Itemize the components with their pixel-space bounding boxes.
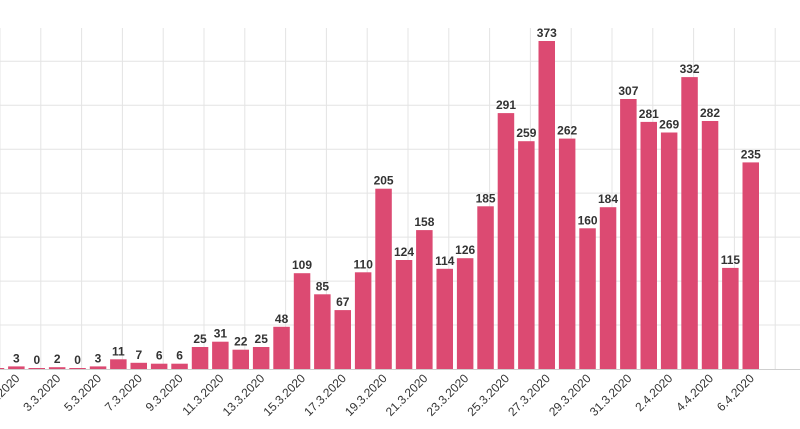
- bar-value-label: 11: [112, 344, 125, 358]
- bar-14.3.2020: [273, 326, 290, 369]
- bar-8.3.2020: [150, 363, 168, 369]
- x-tick-label: 27.3.2020: [505, 371, 553, 419]
- bar-29.2.2020: [0, 368, 5, 369]
- bar-value-label: 25: [255, 332, 269, 346]
- bar-value-label: 48: [275, 312, 289, 326]
- bar-2.3.2020: [28, 368, 45, 369]
- bar-22.3.2020: [436, 268, 453, 369]
- bar-28.3.2020: [558, 138, 576, 369]
- bar-3.4.2020: [681, 77, 698, 369]
- bar-value-label: 259: [516, 126, 536, 140]
- bar-value-label: 2: [54, 352, 61, 366]
- x-tick-label: 3.3.2020: [20, 371, 63, 414]
- bar-value-label: 205: [374, 174, 394, 188]
- x-tick-label: 25.3.2020: [464, 371, 512, 419]
- bar-6.3.2020: [110, 359, 127, 369]
- bar-value-label: 184: [598, 192, 618, 206]
- bar-27.3.2020: [538, 41, 555, 369]
- bar-30.3.2020: [599, 207, 617, 369]
- x-tick-label: 17.3.2020: [301, 371, 349, 419]
- bar-11.3.2020: [212, 341, 229, 369]
- bar-24.3.2020: [477, 206, 494, 369]
- bar-value-label: 160: [578, 213, 598, 227]
- x-tick-label: 19.3.2020: [342, 371, 390, 419]
- bar-value-label: 262: [557, 124, 577, 138]
- bar-20.3.2020: [395, 260, 413, 369]
- bar-value-label: 31: [214, 327, 228, 341]
- x-tick-label: 29.3.2020: [546, 371, 594, 419]
- bar-value-label: 291: [496, 98, 516, 112]
- bar-value-label: 281: [639, 107, 659, 121]
- x-tick-label: 4.4.2020: [673, 371, 716, 414]
- bar-value-label: 373: [537, 26, 557, 40]
- bar-value-label: 158: [414, 215, 434, 229]
- bar-value-label: 114: [435, 254, 455, 268]
- bar-7.3.2020: [130, 362, 147, 369]
- bar-29.3.2020: [579, 228, 596, 369]
- bar-value-label: 3: [13, 351, 20, 365]
- bar-value-label: 115: [721, 253, 741, 267]
- bar-value-label: 235: [741, 147, 761, 161]
- bar-1.3.2020: [8, 366, 25, 369]
- bar-value-label: 6: [176, 349, 183, 363]
- x-tick-label: 15.3.2020: [260, 371, 308, 419]
- bar-15.3.2020: [293, 273, 311, 369]
- bar-value-label: 269: [659, 118, 679, 132]
- bar-23.3.2020: [456, 258, 474, 369]
- bar-5.3.2020: [89, 366, 107, 369]
- x-tick-label: 21.3.2020: [383, 371, 431, 419]
- x-tick-label: 23.3.2020: [424, 371, 472, 419]
- bar-1.4.2020: [640, 121, 657, 370]
- x-tick-label: 1.3.2020: [0, 371, 23, 414]
- bar-26.3.2020: [518, 141, 535, 369]
- bar-value-label: 307: [618, 84, 638, 98]
- x-tick-label: 31.3.2020: [587, 371, 635, 419]
- bar-value-label: 3: [95, 351, 102, 365]
- bar-value-label: 0: [74, 353, 81, 367]
- bar-value-label: 332: [680, 62, 700, 76]
- bar-31.3.2020: [620, 99, 637, 369]
- bar-21.3.2020: [416, 230, 433, 369]
- bar-4.3.2020: [69, 368, 86, 369]
- bar-value-label: 85: [316, 279, 330, 293]
- x-tick-label: 5.3.2020: [61, 371, 104, 414]
- x-axis-tick-labels: 1.3.20203.3.20205.3.20207.3.20209.3.2020…: [0, 371, 757, 419]
- bar-value-label: 126: [455, 243, 475, 257]
- bars: [0, 41, 759, 370]
- bar-value-label: 7: [135, 348, 142, 362]
- bar-value-label: 22: [234, 335, 248, 349]
- x-tick-label: 7.3.2020: [102, 371, 145, 414]
- bar-value-label: 110: [354, 257, 374, 271]
- bar-16.3.2020: [314, 294, 331, 369]
- bar-9.3.2020: [171, 363, 188, 369]
- x-tick-label: 6.4.2020: [714, 371, 757, 414]
- bar-value-label: 0: [33, 353, 40, 367]
- bar-4.4.2020: [701, 121, 719, 369]
- bar-19.3.2020: [375, 188, 392, 369]
- x-tick-label: 2.4.2020: [632, 371, 675, 414]
- bar-2.4.2020: [660, 132, 678, 369]
- bar-value-label: 6: [156, 349, 163, 363]
- bar-value-label: 67: [336, 295, 350, 309]
- bar-3.3.2020: [48, 367, 66, 369]
- x-tick-label: 13.3.2020: [220, 371, 268, 419]
- bar-value-label: 185: [476, 191, 496, 205]
- bar-5.4.2020: [722, 267, 739, 369]
- bar-18.3.2020: [354, 272, 372, 369]
- bar-25.3.2020: [497, 113, 515, 369]
- bar-10.3.2020: [191, 347, 209, 369]
- bar-6.4.2020: [742, 162, 759, 369]
- bar-12.3.2020: [232, 349, 249, 369]
- bar-value-label: 282: [700, 106, 720, 120]
- bar-value-label: 124: [394, 245, 414, 259]
- bar-13.3.2020: [252, 347, 270, 369]
- bar-value-label: 25: [193, 332, 207, 346]
- bar-value-label: 109: [292, 258, 312, 272]
- bar-17.3.2020: [334, 310, 351, 369]
- x-tick-label: 11.3.2020: [179, 371, 226, 418]
